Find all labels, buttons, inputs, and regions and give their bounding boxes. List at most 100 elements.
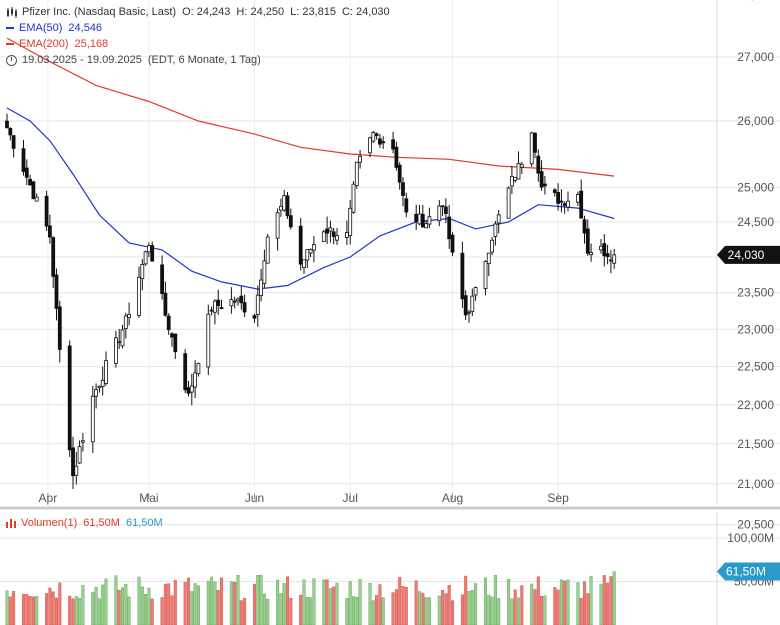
range-detail: (EDT, 6 Monate, 1 Tag) xyxy=(147,54,261,66)
candle-body xyxy=(354,161,359,186)
candle xyxy=(48,214,52,244)
volume-bar xyxy=(127,596,131,625)
candle-body xyxy=(599,245,603,251)
candle xyxy=(166,313,171,335)
y-tick-label: 25,000 xyxy=(737,181,774,195)
candle xyxy=(566,191,570,212)
ema50-legend[interactable]: EMA(50) 24,546 xyxy=(6,20,102,36)
candle-body xyxy=(57,306,62,350)
volume-bar xyxy=(74,596,78,625)
candle-body xyxy=(229,299,234,307)
candle xyxy=(140,259,145,291)
candle-body xyxy=(417,213,422,225)
volume-bars xyxy=(5,571,616,625)
y-tick-label: 24,500 xyxy=(737,215,774,229)
candle xyxy=(24,159,29,186)
y-tick-label: 28,000 xyxy=(737,0,774,2)
candle xyxy=(589,243,593,262)
volume-bar xyxy=(609,576,613,625)
candle xyxy=(486,252,491,277)
candle-body xyxy=(516,162,521,180)
volume-bar xyxy=(55,597,59,625)
volume-bar xyxy=(599,583,603,625)
candle xyxy=(450,232,455,257)
candle-body xyxy=(282,195,287,211)
candle-body xyxy=(54,274,59,309)
volume-bar xyxy=(190,591,194,625)
candle-body xyxy=(114,337,118,364)
volume-bar xyxy=(45,593,49,625)
volume-bar xyxy=(114,575,118,625)
ema200-legend[interactable]: EMA(200) 25,168 xyxy=(6,36,108,52)
y-tick-label: 23,000 xyxy=(737,322,774,336)
candle-body xyxy=(302,259,306,268)
volume-bar xyxy=(530,583,534,625)
candle xyxy=(397,162,402,190)
candle xyxy=(160,255,165,300)
candle xyxy=(8,127,13,141)
volume-bar xyxy=(589,576,593,625)
volume-bar xyxy=(348,581,352,625)
candle-body xyxy=(576,194,580,203)
candle-body xyxy=(437,205,442,222)
volume-bar xyxy=(243,597,247,625)
candle xyxy=(170,332,174,347)
candle xyxy=(331,227,336,245)
candle-body xyxy=(143,251,148,265)
candle xyxy=(206,304,211,376)
candle-body xyxy=(381,141,386,144)
volume-legend[interactable]: Volumen(1) 61,50M 61,50M xyxy=(6,515,163,531)
candle xyxy=(117,328,122,349)
candle xyxy=(513,176,518,183)
y-tick-label: 26,000 xyxy=(737,114,774,128)
candle-body xyxy=(443,206,448,214)
volume-bar xyxy=(259,574,263,625)
candle xyxy=(325,216,330,244)
volume-bar xyxy=(325,579,329,625)
candle xyxy=(576,191,580,207)
volume-bar xyxy=(28,596,32,625)
volume-bar xyxy=(58,582,62,625)
volume-bar xyxy=(553,587,557,625)
volume-bar xyxy=(312,578,316,625)
candle-body xyxy=(206,313,211,368)
candle xyxy=(74,451,79,485)
candle xyxy=(536,149,541,182)
volume-bar xyxy=(279,593,283,625)
volume-bar xyxy=(8,596,12,625)
volume-bar xyxy=(282,583,286,625)
volume-bar xyxy=(368,583,372,625)
candle-body xyxy=(137,276,141,316)
candle xyxy=(404,192,409,218)
candle-body xyxy=(344,232,349,238)
candle xyxy=(533,132,537,159)
candle xyxy=(311,236,316,263)
candle-body xyxy=(262,260,267,284)
volume-bar xyxy=(25,594,29,625)
volume-bar xyxy=(533,589,537,625)
candle-body xyxy=(170,333,174,338)
volume-bar xyxy=(305,596,309,625)
volume-bar xyxy=(48,587,52,625)
candle xyxy=(348,199,353,245)
candle xyxy=(196,362,201,377)
volume-bar xyxy=(576,582,580,625)
candle-body xyxy=(328,227,333,232)
candle-body xyxy=(420,213,425,228)
volume-bar xyxy=(375,595,379,625)
volume-bar xyxy=(216,590,220,625)
candle xyxy=(420,204,425,228)
candle-body xyxy=(536,155,541,174)
candle-body xyxy=(533,132,537,153)
last-volume-label: 61,50M xyxy=(726,565,766,579)
candle xyxy=(602,234,607,267)
volume-bar xyxy=(464,575,468,625)
candle xyxy=(31,180,36,200)
y-tick-label: 23,500 xyxy=(737,286,774,300)
candle xyxy=(242,294,247,318)
candle xyxy=(265,233,270,264)
candle-body xyxy=(552,189,557,193)
candle xyxy=(302,259,306,274)
candle-body xyxy=(71,447,75,477)
